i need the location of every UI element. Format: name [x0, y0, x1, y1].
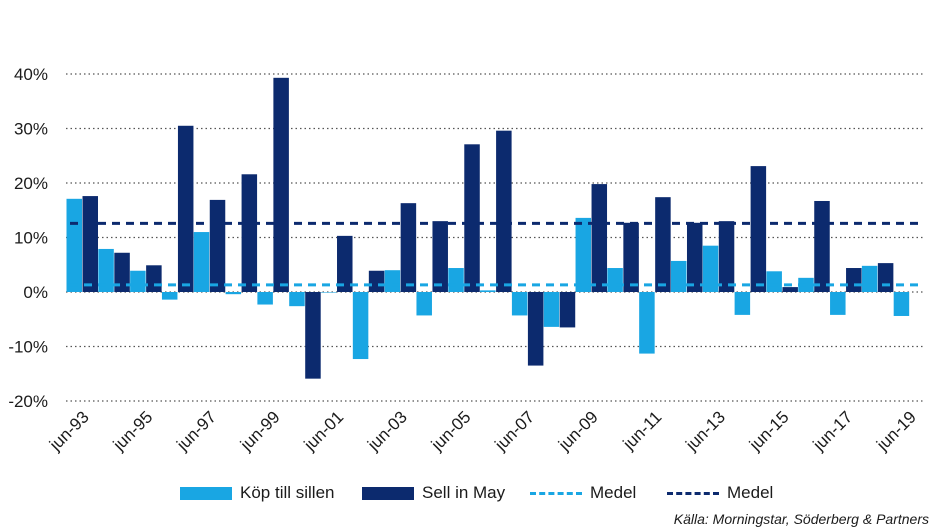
bar-sell-in-may [846, 268, 862, 292]
bar-sell-in-may [782, 287, 798, 292]
y-tick-label: 40% [14, 65, 48, 84]
bar-kop-till-sillen [161, 292, 178, 300]
bar-sell-in-may [623, 222, 639, 292]
legend-label: Köp till sillen [240, 483, 335, 502]
x-tick-label: jun-03 [363, 407, 411, 455]
x-tick-label: jun-15 [745, 407, 793, 455]
legend-item-kop-till-sillen: Köp till sillen [180, 480, 335, 506]
bar-kop-till-sillen [543, 292, 560, 327]
bar-sell-in-may [368, 270, 385, 292]
bar-sell-in-may [464, 144, 480, 292]
bar-kop-till-sillen [830, 292, 846, 315]
bar-sell-in-may [718, 221, 735, 292]
y-tick-label: 0% [23, 283, 48, 302]
legend-item-medel-dark: Medel [667, 480, 773, 506]
bar-kop-till-sillen [352, 292, 369, 360]
bar-kop-till-sillen [257, 292, 273, 305]
bar-kop-till-sillen [130, 270, 146, 292]
legend-label: Medel [590, 483, 637, 502]
bar-sell-in-may [400, 203, 417, 292]
x-tick-label: jun-01 [300, 407, 348, 455]
bar-kop-till-sillen [225, 292, 242, 295]
bar-sell-in-may [559, 292, 576, 328]
bar-sell-in-may [146, 265, 162, 292]
bar-sell-in-may [496, 130, 512, 292]
bar-sell-in-may [527, 292, 544, 366]
bar-kop-till-sillen [575, 217, 592, 292]
bar-kop-till-sillen [766, 271, 782, 292]
bar-kop-till-sillen [607, 268, 623, 292]
bar-kop-till-sillen [193, 232, 210, 292]
bar-kop-till-sillen [98, 248, 114, 292]
y-tick-label: 10% [14, 229, 48, 248]
bar-sell-in-may [432, 221, 448, 292]
bar-kop-till-sillen [321, 292, 337, 293]
x-tick-label: jun-95 [109, 407, 157, 455]
legend-label: Medel [727, 483, 774, 502]
bar-sell-in-may [877, 263, 894, 292]
legend-item-sell-in-may: Sell in May [362, 480, 505, 506]
source-note: Källa: Morningstar, Söderberg & Partners [673, 511, 929, 527]
bar-sell-in-may [337, 235, 353, 292]
x-tick-label: jun-19 [872, 407, 920, 455]
bar-sell-in-may [655, 197, 671, 292]
bar-sell-in-may [273, 77, 289, 292]
legend-item-medel-light: Medel [530, 480, 636, 506]
bar-sell-in-may [241, 174, 258, 292]
bar-sell-in-may [686, 222, 703, 292]
legend-swatch-light [180, 486, 232, 500]
x-tick-label: jun-17 [809, 407, 857, 455]
bar-kop-till-sillen [702, 245, 719, 292]
y-tick-label: 20% [14, 174, 48, 193]
bar-sell-in-may [209, 199, 226, 292]
bar-sell-in-may [305, 292, 321, 379]
bar-sell-in-may [82, 196, 98, 292]
legend-dash-light [530, 491, 582, 495]
bar-kop-till-sillen [893, 292, 910, 316]
bar-kop-till-sillen [448, 268, 464, 292]
bar-chart: -20% -10% 0% 10% 20% 30% 40% jun-93 jun-95 jun-97… [8, 65, 925, 455]
bar-sell-in-may [750, 166, 767, 292]
x-tick-label: jun-09 [554, 407, 602, 455]
y-tick-label: -10% [8, 338, 48, 357]
bar-sell-in-may [814, 200, 830, 292]
bar-kop-till-sillen [384, 270, 401, 292]
legend-label: Sell in May [422, 483, 506, 502]
bar-kop-till-sillen [66, 198, 82, 292]
bar-sell-in-may [114, 252, 130, 292]
legend-dash-dark [667, 491, 719, 495]
bar-sell-in-may [177, 125, 194, 293]
y-tick-label: 30% [14, 120, 48, 139]
x-tick-label: jun-97 [172, 407, 220, 455]
y-tick-label: -20% [8, 392, 48, 411]
bar-kop-till-sillen [734, 292, 751, 315]
x-tick-label: jun-99 [236, 407, 284, 455]
bar-kop-till-sillen [480, 290, 496, 292]
bar-kop-till-sillen [511, 292, 528, 316]
bar-kop-till-sillen [670, 260, 687, 292]
x-tick-label: jun-07 [491, 407, 539, 455]
bar-kop-till-sillen [416, 292, 432, 316]
x-tick-label: jun-13 [681, 407, 729, 455]
legend: Köp till sillen Sell in May Medel Medel [0, 480, 945, 506]
legend-swatch-dark [362, 486, 414, 500]
x-tick-label: jun-93 [45, 407, 93, 455]
bar-kop-till-sillen [861, 265, 878, 292]
bar-sell-in-may [591, 184, 608, 292]
bar-kop-till-sillen [289, 292, 305, 307]
x-tick-label: jun-05 [427, 407, 475, 455]
bar-kop-till-sillen [639, 292, 655, 354]
x-tick-label: jun-11 [619, 407, 666, 454]
